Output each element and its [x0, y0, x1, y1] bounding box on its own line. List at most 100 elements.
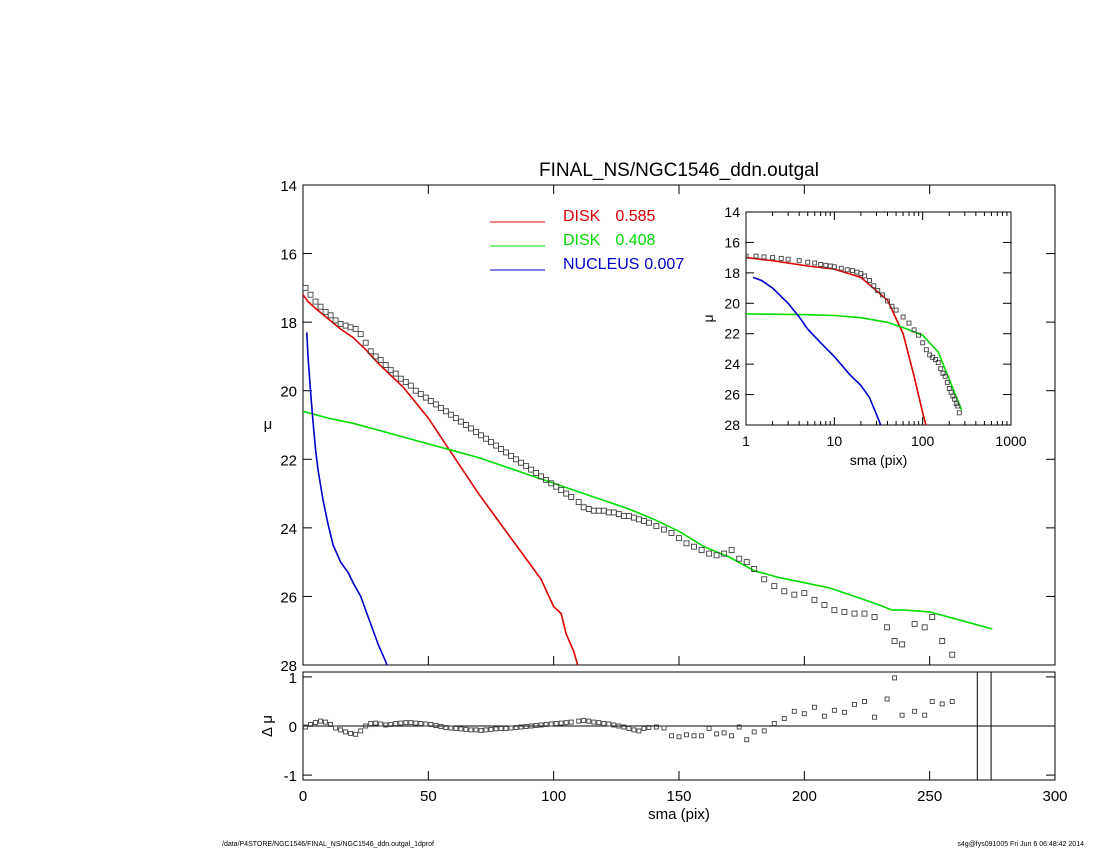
- data-point: [558, 487, 565, 494]
- data-point: [513, 456, 520, 463]
- residual-point: [373, 720, 379, 726]
- inset-data-point: [952, 396, 958, 402]
- inset-data-point: [906, 320, 912, 326]
- data-point: [871, 614, 878, 620]
- residual-point: [343, 729, 349, 735]
- residual-point: [631, 727, 637, 733]
- data-point: [352, 326, 359, 332]
- data-point: [605, 509, 612, 516]
- residual-point: [463, 726, 469, 732]
- residual-point: [611, 722, 617, 728]
- residual-point: [706, 726, 712, 731]
- residual-point: [899, 712, 905, 718]
- data-point: [620, 512, 627, 519]
- data-point: [347, 324, 354, 331]
- legend-label: DISK: [563, 208, 601, 225]
- inset-y-tick-label: 16: [724, 234, 740, 250]
- data-point: [791, 591, 798, 598]
- residual-point: [568, 719, 574, 725]
- inset-series-line-nucleus-0-007: [752, 276, 882, 425]
- data-point: [538, 473, 545, 480]
- data-point: [911, 620, 918, 627]
- residual-point: [872, 714, 877, 720]
- residual-point: [383, 722, 389, 728]
- residual-point: [348, 730, 354, 736]
- data-point: [473, 428, 479, 435]
- residual-point: [538, 722, 544, 728]
- legend-value: 0.408: [615, 232, 655, 249]
- inset-y-tick-label: 20: [724, 295, 740, 311]
- data-point: [303, 284, 309, 291]
- inset-y-tick-label: 24: [724, 356, 740, 372]
- data-point: [307, 291, 314, 298]
- data-point: [493, 442, 499, 449]
- residual-point: [699, 733, 705, 739]
- residual-point: [636, 728, 642, 734]
- residual-point: [483, 727, 489, 733]
- inset-data-point: [889, 303, 895, 309]
- inset-series-line-disk-0-585: [746, 256, 927, 425]
- residual-point: [438, 724, 444, 729]
- residual-point: [736, 724, 742, 730]
- residual-point: [503, 726, 509, 731]
- residual-point: [443, 725, 449, 730]
- data-point: [422, 394, 429, 401]
- residual-point: [363, 723, 369, 729]
- data-point: [801, 590, 808, 596]
- residual-point: [744, 737, 750, 743]
- residual-point: [408, 720, 414, 726]
- residual-point: [303, 724, 308, 730]
- data-point: [615, 511, 622, 518]
- residual-point: [468, 727, 474, 733]
- residual-point: [729, 733, 735, 739]
- residual-point: [714, 731, 720, 737]
- chart-title: FINAL_NS/NGC1546_ddn.outgal: [539, 160, 819, 181]
- data-point: [831, 607, 838, 614]
- y-tick-label: 18: [280, 315, 297, 332]
- inset-y-tick-label: 28: [724, 417, 740, 433]
- data-point: [402, 379, 409, 386]
- data-point: [645, 519, 652, 526]
- data-point: [600, 507, 607, 514]
- inset-y-tick-label: 26: [724, 387, 740, 403]
- inset-data-point: [920, 340, 926, 346]
- legend-value: 0.585: [615, 208, 655, 225]
- footer-file-path: /data/P4STORE/NGC1546/FINAL_NS/NGC1546_d…: [222, 841, 434, 848]
- data-point: [412, 387, 419, 394]
- residual-point: [862, 699, 867, 704]
- residual-point: [922, 712, 928, 718]
- residual-point: [333, 725, 339, 731]
- residual-point: [528, 723, 534, 729]
- x-tick-label: 50: [420, 788, 437, 805]
- inset-y-tick-label: 14: [724, 204, 740, 220]
- data-point: [372, 353, 379, 360]
- data-point: [362, 339, 369, 346]
- legend-value: 0.007: [644, 256, 684, 273]
- residual-point: [591, 719, 597, 725]
- inset-data-point: [879, 292, 885, 298]
- residual-point: [378, 721, 384, 727]
- inset-y-tick-label: 18: [724, 265, 740, 281]
- residual-point: [498, 726, 504, 731]
- data-point: [668, 530, 675, 536]
- data-point: [899, 641, 906, 648]
- data-point: [811, 596, 818, 603]
- residual-y-axis-label: Δ μ: [259, 715, 276, 737]
- inset-data-point: [778, 255, 784, 261]
- data-point: [317, 303, 324, 310]
- data-point: [452, 415, 459, 422]
- inset-data-point: [849, 268, 855, 274]
- inset-data-point: [761, 254, 767, 260]
- footer-timestamp: s4g@fys091005 Fri Jun 6 06:48:42 2014: [957, 841, 1084, 848]
- residual-point: [912, 708, 918, 714]
- residual-point: [653, 724, 659, 730]
- data-point: [392, 370, 399, 377]
- x-tick-label: 300: [1042, 788, 1067, 805]
- main-panel: FINAL_NS/NGC1546_ddn.outgal μ 14 16 18 20 22 24…: [264, 160, 1056, 675]
- inset-data-point: [844, 267, 850, 273]
- series-line-nucleus-0-007: [306, 332, 388, 665]
- data-point: [691, 543, 697, 550]
- residual-point: [691, 733, 697, 739]
- residual-point: [423, 721, 429, 727]
